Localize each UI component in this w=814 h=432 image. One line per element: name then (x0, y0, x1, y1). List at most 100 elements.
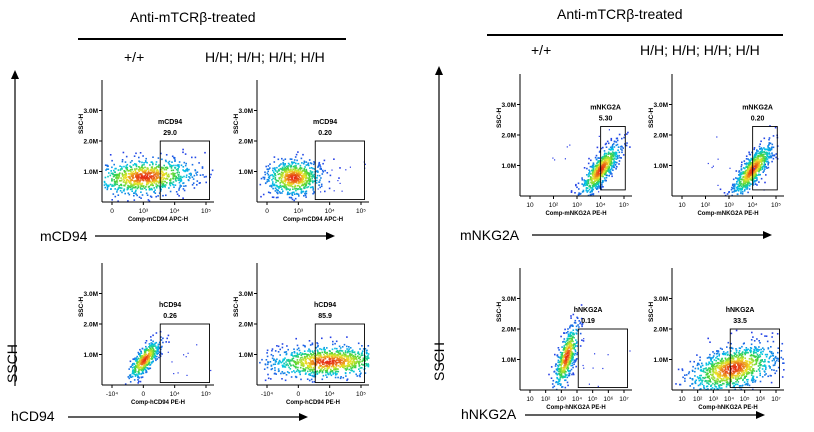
event-dot (310, 356, 313, 358)
event-dot (322, 356, 325, 359)
event-dot (303, 186, 305, 189)
event-dot (183, 161, 186, 164)
event-dot (362, 348, 365, 350)
event-dot (741, 186, 744, 189)
event-dot (113, 169, 115, 172)
event-dot (277, 363, 279, 365)
event-dot (606, 156, 608, 159)
event-dot (602, 367, 604, 370)
event-dot (170, 164, 173, 167)
event-dot (174, 184, 177, 186)
event-dot (155, 351, 158, 353)
event-dot (286, 166, 289, 169)
event-dot (125, 167, 128, 170)
event-dot (188, 176, 190, 178)
event-dot (312, 366, 315, 369)
event-dot (567, 356, 570, 358)
event-dot (151, 175, 154, 178)
event-dot (324, 370, 327, 372)
event-dot (320, 355, 323, 358)
event-dot (319, 186, 321, 189)
event-dot (128, 374, 131, 377)
event-dot (591, 179, 593, 182)
event-dot (774, 355, 777, 358)
event-dot (190, 174, 192, 177)
event-dot (140, 183, 142, 186)
event-dot (283, 183, 286, 185)
event-dot (153, 181, 155, 183)
event-dot (178, 164, 180, 166)
event-dot (281, 343, 284, 345)
event-dot (297, 169, 300, 172)
event-dot (316, 354, 318, 356)
event-dot (358, 360, 360, 363)
right-genotype-humanized: H/H; H/H; H/H; H/H (640, 42, 760, 58)
event-dot (183, 185, 185, 187)
event-dot (311, 171, 314, 173)
event-dot (149, 347, 152, 350)
event-dot (309, 364, 312, 367)
event-dot (562, 371, 564, 373)
event-dot (330, 365, 333, 368)
event-dot (271, 357, 274, 360)
event-dot (713, 352, 716, 355)
event-dot (350, 362, 352, 365)
event-dot (111, 178, 113, 180)
event-dot (746, 187, 749, 189)
event-dot (733, 183, 736, 186)
event-dot (589, 173, 592, 175)
event-dot (337, 364, 340, 367)
event-dot (577, 324, 579, 326)
event-dot (119, 189, 122, 192)
event-dot (148, 362, 151, 364)
event-dot (613, 146, 616, 148)
event-dot (623, 136, 625, 139)
event-dot (739, 188, 741, 191)
event-dot (581, 191, 584, 193)
event-dot (581, 183, 583, 185)
event-dot (299, 181, 301, 183)
event-dot (158, 166, 160, 168)
event-dot (125, 183, 127, 185)
event-dot (157, 181, 160, 183)
event-dot (311, 342, 314, 345)
x-tick-label: 10³ (724, 202, 734, 209)
event-dot (194, 156, 197, 159)
event-dot (274, 178, 277, 180)
event-dot (297, 168, 299, 171)
event-dot (260, 195, 262, 198)
event-dot (142, 368, 144, 371)
event-dot (331, 371, 334, 373)
event-dot (135, 165, 138, 168)
panel-y-axis-label: SSC-H (78, 297, 85, 318)
event-dot (280, 180, 282, 182)
event-dot (173, 164, 175, 167)
event-dot (349, 372, 351, 374)
event-dot (156, 358, 158, 360)
event-dot (343, 365, 346, 368)
event-dot (571, 359, 573, 361)
event-dot (594, 156, 597, 159)
event-dot (205, 175, 207, 178)
event-dot (125, 175, 127, 178)
event-dot (330, 374, 333, 377)
event-dot (310, 167, 313, 169)
event-dot (605, 172, 607, 174)
event-dot (129, 360, 132, 363)
event-dot (326, 172, 329, 174)
event-dot (731, 184, 734, 187)
event-dot (332, 364, 334, 366)
event-dot (358, 368, 360, 370)
event-dot (348, 346, 350, 348)
event-dot (332, 355, 335, 357)
x-tick-label: 0 (265, 208, 269, 215)
event-dot (312, 351, 314, 353)
event-dot (304, 368, 307, 371)
event-dot (135, 163, 137, 166)
event-dot (170, 173, 173, 175)
event-dot (573, 359, 576, 362)
event-dot (299, 366, 302, 369)
event-dot (351, 353, 353, 356)
event-dot (162, 194, 164, 197)
event-dot (738, 171, 740, 173)
